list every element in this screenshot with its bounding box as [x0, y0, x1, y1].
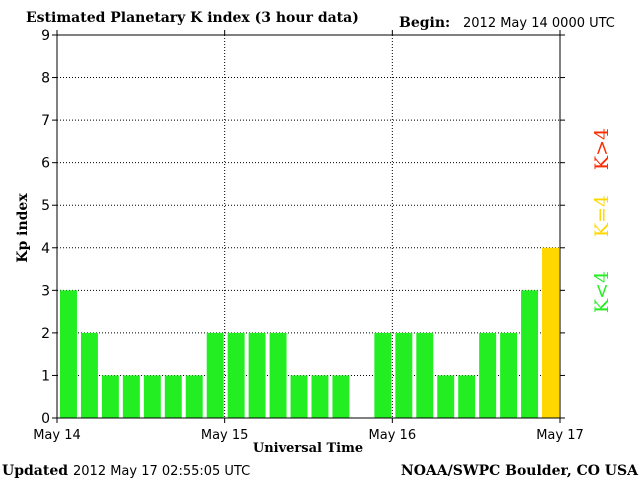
- y-tick-label: 1: [41, 368, 50, 384]
- kp-bar: [60, 290, 77, 418]
- y-tick-label: 8: [41, 71, 50, 87]
- plot-background: [57, 35, 560, 418]
- kp-bar: [164, 375, 182, 418]
- kp-bar: [479, 332, 497, 418]
- y-tick-label: 5: [41, 198, 50, 214]
- kp-bar: [374, 332, 392, 418]
- kp-bar: [458, 375, 476, 418]
- kp-bar: [143, 375, 161, 418]
- x-tick-label: May 14: [33, 428, 81, 443]
- kp-bar: [206, 332, 224, 418]
- legend-gt4: K>4: [591, 128, 613, 170]
- y-tick-label: 2: [41, 326, 50, 342]
- kp-bar: [332, 375, 350, 418]
- x-tick-label: May 15: [201, 428, 249, 443]
- x-tick-label: May 17: [536, 428, 584, 443]
- updated-label: Updated: [2, 463, 68, 479]
- y-tick-label: 4: [41, 241, 50, 257]
- chart-title: Estimated Planetary K index (3 hour data…: [26, 10, 359, 26]
- plot-frame: [56, 34, 561, 419]
- x-tick-labels: May 14 May 15 May 16 May 17: [33, 428, 584, 443]
- kp-bar: [227, 332, 245, 418]
- kp-bar: [521, 290, 539, 418]
- kp-bar: [101, 375, 119, 418]
- y-tick-label: 6: [41, 156, 50, 172]
- plot-area: [57, 35, 560, 418]
- y-tick-label: 9: [41, 28, 50, 44]
- kp-bar: [122, 375, 140, 418]
- y-tick-labels: 0 1 2 3 4 5 6 7 8 9: [41, 28, 50, 427]
- kp-bar: [500, 332, 518, 418]
- begin-label: Begin:: [399, 15, 450, 31]
- y-tick-label: 0: [41, 411, 50, 427]
- kp-bar: [290, 375, 308, 418]
- kp-bar: [395, 332, 413, 418]
- kp-bar: [311, 375, 329, 418]
- legend-lt4: K<4: [591, 271, 613, 313]
- kp-bar: [437, 375, 455, 418]
- y-tick-label: 7: [41, 113, 50, 129]
- axes: [52, 30, 565, 423]
- kp-bar: [269, 332, 287, 418]
- bars: [60, 247, 559, 418]
- grid-lines: [57, 35, 560, 418]
- legend: K>4 K=4 K<4: [591, 128, 613, 313]
- kp-bar: [416, 332, 434, 418]
- kp-bar: [542, 247, 559, 418]
- y-tick-label: 3: [41, 283, 50, 299]
- updated-value: 2012 May 17 02:55:05 UTC: [73, 464, 250, 479]
- kp-bar: [80, 332, 98, 418]
- begin-value: 2012 May 14 0000 UTC: [463, 16, 615, 31]
- source-credit: NOAA/SWPC Boulder, CO USA: [401, 463, 639, 479]
- x-axis-label: Universal Time: [253, 441, 363, 456]
- x-tick-label: May 16: [369, 428, 417, 443]
- legend-eq4: K=4: [591, 195, 613, 237]
- y-axis-label: Kp index: [15, 193, 31, 263]
- kp-bar: [248, 332, 266, 418]
- kp-bar: [185, 375, 203, 418]
